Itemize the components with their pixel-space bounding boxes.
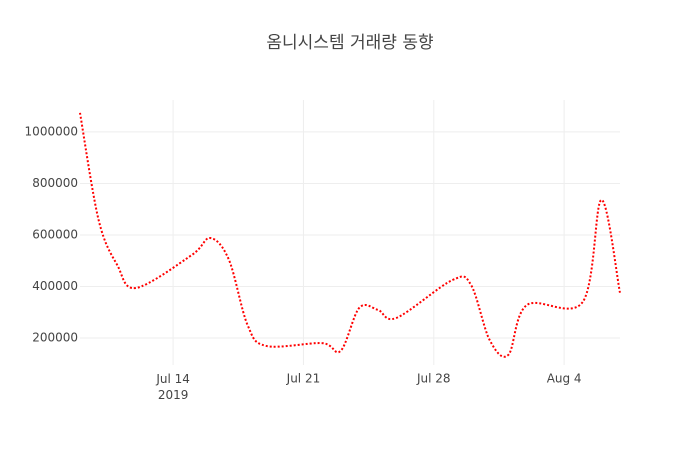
- grid: 200000 400000 600000 800000 1000000 Jul 14 201…: [25, 100, 620, 402]
- y-tick-label: 1000000: [25, 124, 78, 138]
- x-tick-label: Jul 28: [416, 372, 451, 386]
- y-tick-label: 400000: [32, 279, 78, 293]
- y-tick-label: 800000: [32, 176, 78, 190]
- x-tick-label: Jul 21: [286, 372, 321, 386]
- y-tick-label: 200000: [32, 330, 78, 344]
- x-tick-label: Jul 14 2019: [155, 372, 190, 402]
- x-tick-label: Aug 4: [547, 372, 582, 386]
- chart-title: 옴니시스템 거래량 동향: [266, 33, 433, 53]
- y-tick-label: 600000: [32, 227, 78, 241]
